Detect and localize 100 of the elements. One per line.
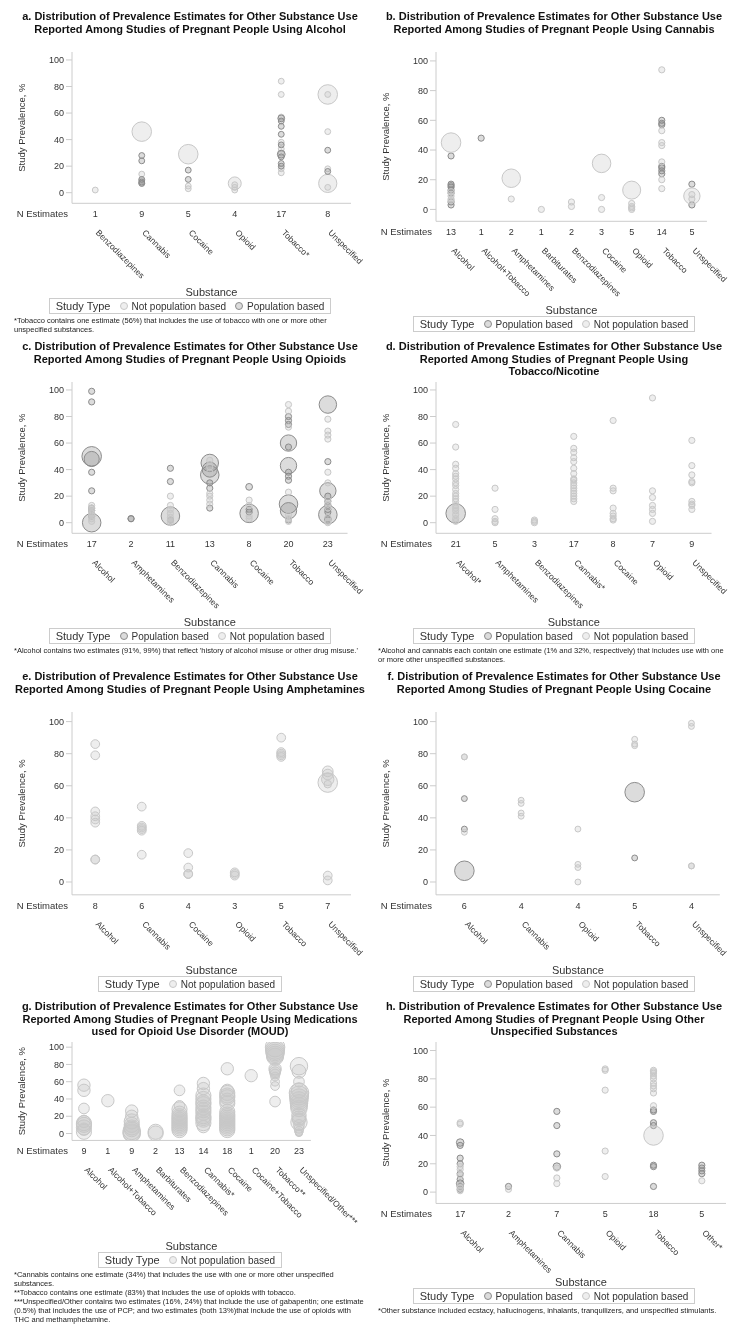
text: N Estimates <box>380 226 433 238</box>
y-axis-title: Study Prevalence, % <box>16 83 28 172</box>
y-axis-title: Study Prevalence, % <box>380 92 392 181</box>
text: 3 <box>599 227 605 238</box>
x-axis-title: Substance <box>547 616 600 628</box>
y-tick-label: 80 <box>53 411 64 422</box>
y-tick-label: 60 <box>53 1076 64 1087</box>
text: 13 <box>204 539 215 550</box>
text: 3 <box>232 900 238 911</box>
text: 5 <box>629 227 635 238</box>
chart-title: a. Distribution of Prevalence Estimates for Other Substance Use Reported Among Studies of Pregnant People Using Alcohol <box>21 9 359 37</box>
text: 8 <box>610 539 616 550</box>
text: 1 <box>105 1146 111 1157</box>
text: 17 <box>455 1209 466 1220</box>
y-tick-label: 100 <box>48 1042 64 1053</box>
text: 9 <box>139 209 145 220</box>
text: 18 <box>222 1146 233 1157</box>
y-tick-label: 40 <box>53 464 64 475</box>
text: 1 <box>538 227 544 238</box>
text: 13 <box>174 1146 185 1157</box>
y-axis-title: Study Prevalence, % <box>16 1046 28 1136</box>
text: 8 <box>246 539 252 550</box>
text: 9 <box>689 539 695 550</box>
y-axis-title: Study Prevalence, % <box>380 1078 392 1167</box>
y-tick-label: 20 <box>53 161 64 172</box>
chart-title: c. Distribution of Prevalence Estimates for Other Substance Use Reported Among Studies of Pregnant People Using Opioids <box>21 339 359 367</box>
y-tick-label: 40 <box>417 813 428 824</box>
text: 6 <box>139 900 145 911</box>
y-tick-label: 80 <box>53 748 64 759</box>
text: 7 <box>649 539 655 550</box>
text: 1 <box>92 209 98 220</box>
text: 21 <box>450 539 461 550</box>
text: 23 <box>322 539 333 550</box>
y-tick-label: 60 <box>53 780 64 791</box>
text: 4 <box>232 209 238 220</box>
y-tick-label: 80 <box>417 748 428 759</box>
y-tick-label: 0 <box>422 877 428 888</box>
y-tick-label: 80 <box>417 85 428 96</box>
y-tick-label: 100 <box>48 385 64 396</box>
text: 1 <box>248 1146 254 1157</box>
text: 5 <box>699 1209 705 1220</box>
legend-label: Population based <box>130 630 209 642</box>
text: N Estimates <box>16 538 69 550</box>
y-tick-label: 60 <box>417 1102 428 1113</box>
y-axis-title: Study Prevalence, % <box>380 758 392 848</box>
chart-title: e. Distribution of Prevalence Estimates for Other Substance Use Reported Among Studies of Pregnant People Using Amphetamines <box>14 669 366 697</box>
y-tick-label: 20 <box>417 1158 428 1169</box>
legend-label: Not population based <box>179 1254 276 1266</box>
y-tick-label: 60 <box>417 780 428 791</box>
y-tick-label: 100 <box>412 716 428 727</box>
legend-label: Not population based <box>592 1290 689 1302</box>
text: 4 <box>688 900 694 911</box>
y-tick-label: 100 <box>412 385 428 396</box>
y-tick-label: 20 <box>417 845 428 856</box>
y-tick-label: 100 <box>412 56 428 67</box>
y-tick-label: 0 <box>422 204 428 215</box>
legend-title: Study Type <box>419 978 475 990</box>
y-tick-label: 40 <box>417 145 428 156</box>
legend-title: Study Type <box>55 630 111 642</box>
text: N Estimates <box>380 1208 433 1220</box>
legend-title: Study Type <box>419 1290 475 1302</box>
y-tick-label: 40 <box>53 813 64 824</box>
chart-title: d. Distribution of Prevalence Estimates for Other Substance Use Reported Among Studies of Pregnant People Using Tobacco/Nicotine <box>384 339 724 378</box>
legend-label: Not population based <box>592 318 689 330</box>
x-axis-title: Substance <box>545 304 598 316</box>
text: 8 <box>92 900 98 911</box>
text: 11 <box>165 539 176 550</box>
text: 7 <box>325 900 331 911</box>
x-axis-title: Substance <box>185 964 238 976</box>
y-tick-label: 0 <box>58 187 64 198</box>
chart-title: b. Distribution of Prevalence Estimates for Other Substance Use Reported Among Studies of Pregnant People Using Cannabis <box>384 9 724 37</box>
text: 5 <box>602 1209 608 1220</box>
text: 9 <box>81 1146 87 1157</box>
text: N Estimates <box>380 899 433 911</box>
legend-label: Not population based <box>592 978 689 990</box>
y-tick-label: 100 <box>48 716 64 727</box>
y-tick-label: 100 <box>48 55 64 66</box>
chart-title: f. Distribution of Prevalence Estimates for Other Substance Use Reported Among Studies of Pregnant People Using Cocaine <box>386 669 722 697</box>
legend-label: Not population based <box>179 978 276 990</box>
text: 17 <box>568 539 579 550</box>
y-tick-label: 20 <box>53 845 64 856</box>
y-tick-label: 80 <box>417 411 428 422</box>
legend-title: Study Type <box>104 1254 160 1266</box>
y-tick-label: 60 <box>417 438 428 449</box>
y-tick-label: 80 <box>417 1074 428 1085</box>
legend-label: Population based <box>494 630 573 642</box>
text: 8 <box>325 209 331 220</box>
text: 1 <box>478 227 484 238</box>
legend-label: Not population based <box>130 300 227 312</box>
y-tick-label: 40 <box>417 464 428 475</box>
y-tick-label: 0 <box>58 1128 64 1139</box>
legend-label: Population based <box>246 300 325 312</box>
legend-title: Study Type <box>104 978 160 990</box>
y-tick-label: 20 <box>417 174 428 185</box>
text: N Estimates <box>16 1145 69 1157</box>
text: 18 <box>648 1209 659 1220</box>
legend-label: Population based <box>494 1290 573 1302</box>
text: 20 <box>283 539 294 550</box>
legend-label: Population based <box>494 318 573 330</box>
y-tick-label: 60 <box>53 108 64 119</box>
